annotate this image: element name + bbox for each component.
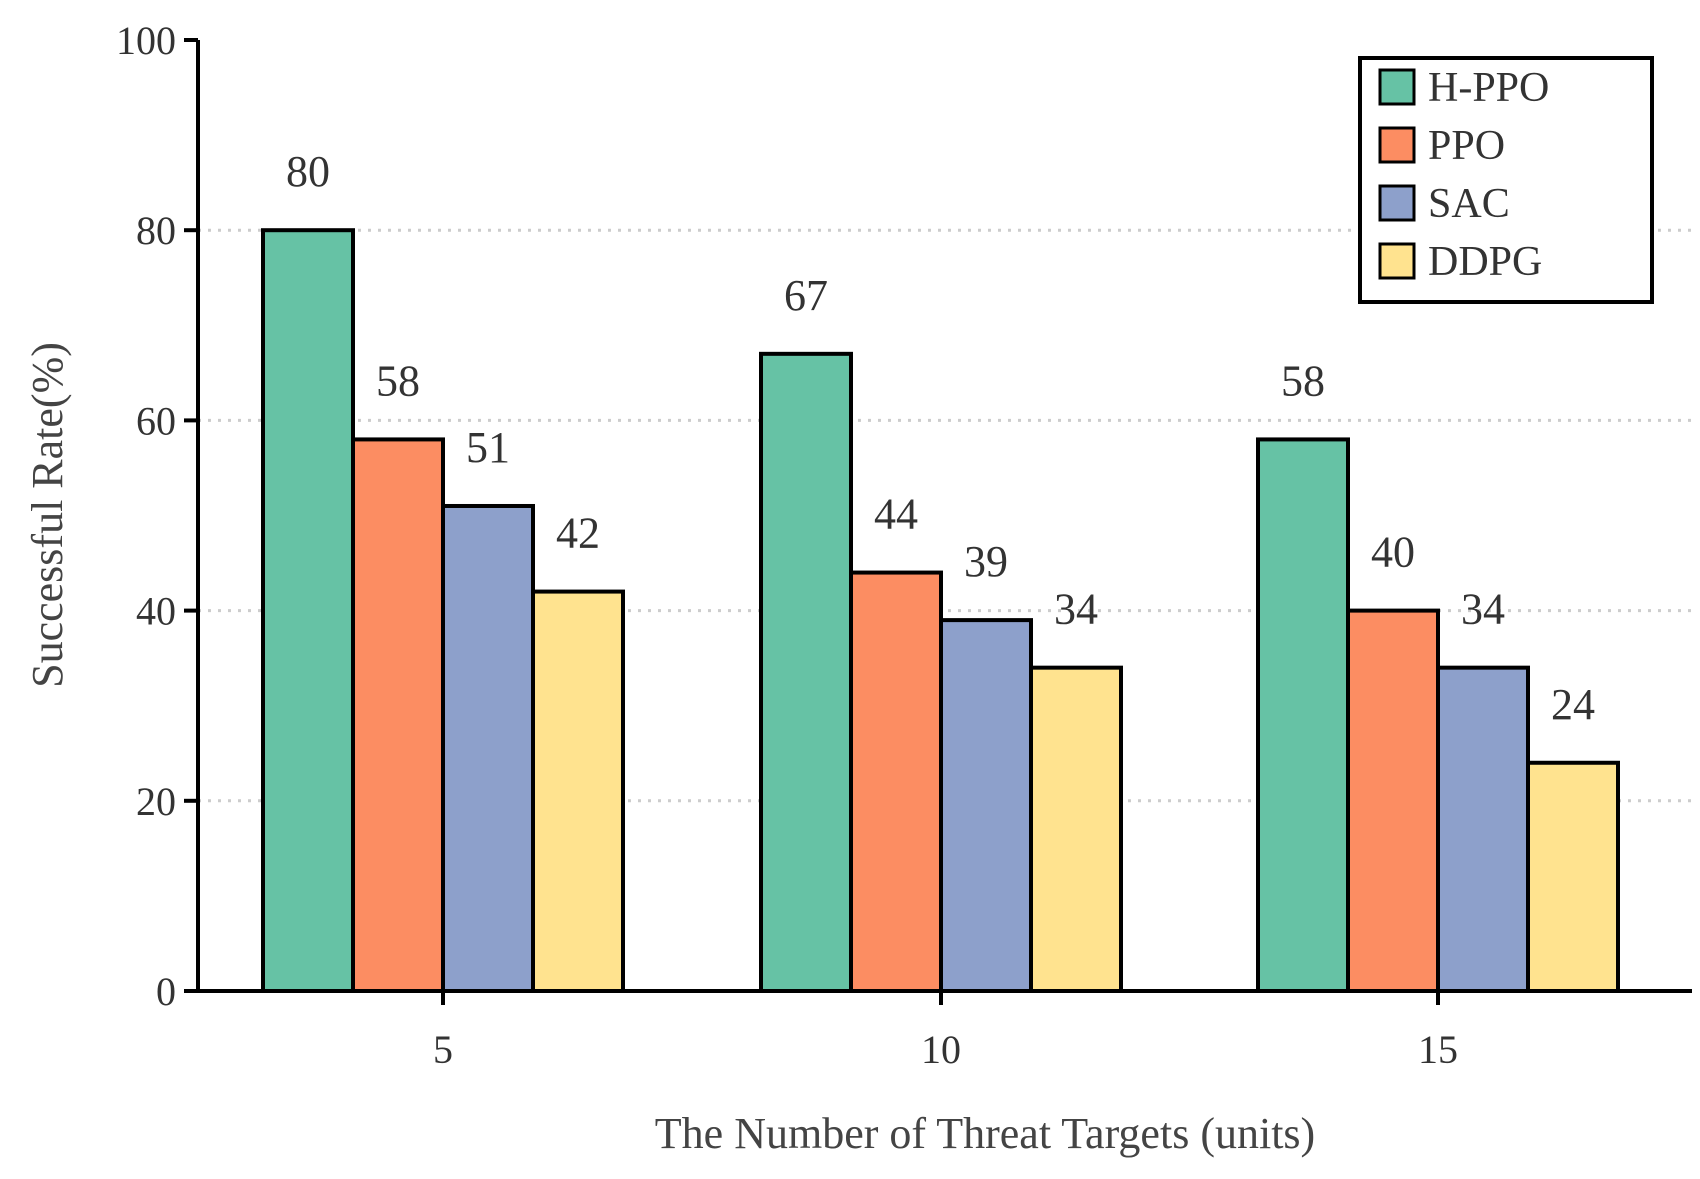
legend-swatch-h-ppo — [1378, 68, 1416, 106]
axes — [196, 40, 1692, 993]
bar-sac-5 — [441, 503, 535, 993]
x-tick-label: 5 — [433, 1027, 453, 1072]
bar-h-ppo-15 — [1256, 437, 1350, 994]
bar-sac-10 — [939, 618, 1033, 993]
value-label: 40 — [1371, 528, 1415, 577]
legend-label: DDPG — [1428, 239, 1542, 285]
y-axis-label: Successful Rate(%) — [23, 342, 72, 688]
bars — [261, 228, 1620, 994]
value-label: 58 — [1281, 356, 1325, 405]
x-ticks: 5 10 15 — [433, 991, 1458, 1072]
bar-ddpg-5 — [531, 589, 625, 994]
y-tick-label: 20 — [136, 779, 176, 824]
y-ticks: 0 20 40 60 80 100 — [116, 18, 198, 1014]
bar-ddpg-15 — [1526, 760, 1620, 994]
value-label: 24 — [1551, 680, 1595, 729]
y-tick-label: 60 — [136, 398, 176, 443]
y-tick-label: 100 — [116, 18, 176, 63]
y-tick-label: 0 — [156, 969, 176, 1014]
y-tick-label: 80 — [136, 208, 176, 253]
value-label: 58 — [376, 356, 420, 405]
value-label: 67 — [784, 271, 828, 320]
legend-swatch-ddpg — [1378, 242, 1416, 280]
legend-label: H-PPO — [1428, 65, 1549, 111]
value-label: 80 — [286, 147, 330, 196]
legend-label: SAC — [1428, 181, 1510, 227]
legend-swatch-sac — [1378, 184, 1416, 222]
bar-ddpg-10 — [1029, 665, 1123, 993]
value-labels: 80 58 51 42 67 44 39 34 58 40 34 24 — [286, 147, 1595, 729]
bar-h-ppo-10 — [759, 351, 853, 993]
bar-sac-15 — [1436, 665, 1530, 993]
bar-ppo-5 — [351, 437, 445, 994]
x-tick-label: 15 — [1418, 1027, 1458, 1072]
value-label: 51 — [466, 423, 510, 472]
y-tick-label: 40 — [136, 589, 176, 634]
value-label: 44 — [874, 490, 918, 539]
value-label: 34 — [1054, 585, 1098, 634]
value-label: 34 — [1461, 585, 1505, 634]
bar-ppo-10 — [849, 570, 943, 993]
legend-label: PPO — [1428, 123, 1505, 169]
x-tick-label: 10 — [921, 1027, 961, 1072]
legend: H-PPO PPO SAC DDPG — [1358, 56, 1654, 304]
bar-ppo-15 — [1346, 608, 1440, 993]
x-axis-label: The Number of Threat Targets (units) — [655, 1109, 1315, 1158]
legend-swatch-ppo — [1378, 126, 1416, 164]
value-label: 42 — [556, 509, 600, 558]
bar-h-ppo-5 — [261, 228, 355, 993]
value-label: 39 — [964, 537, 1008, 586]
